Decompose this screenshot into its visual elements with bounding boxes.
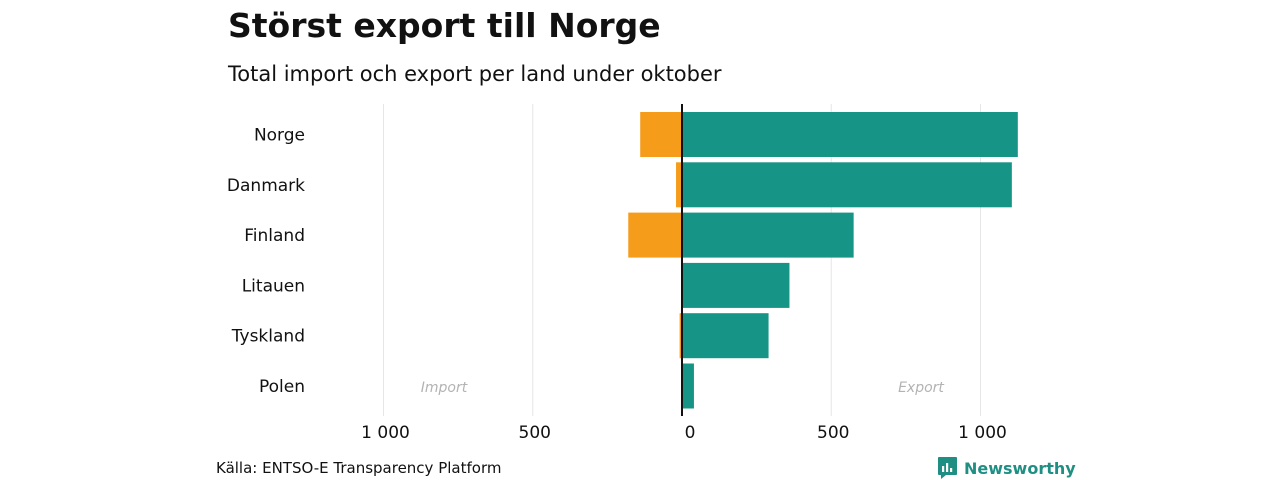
annotation-label: Export bbox=[898, 380, 944, 396]
import-bar bbox=[679, 313, 682, 359]
x-tick-label: 1 000 bbox=[361, 423, 410, 443]
bars bbox=[628, 104, 1018, 416]
x-tick-label: 0 bbox=[685, 423, 696, 443]
annotation-label: Import bbox=[421, 380, 468, 396]
x-tick-label: 1 000 bbox=[958, 423, 1007, 443]
import-bar bbox=[640, 112, 682, 157]
x-tick-labels: 1 000 500 0 500 1 000 bbox=[361, 423, 1007, 443]
category-label: Tyskland bbox=[231, 327, 305, 347]
annotations: Import Export bbox=[421, 380, 945, 396]
import-bar bbox=[628, 212, 682, 258]
category-label: Norge bbox=[254, 126, 305, 146]
export-bar bbox=[682, 162, 1012, 208]
brand-name: Newsworthy bbox=[964, 458, 1076, 478]
export-bar bbox=[682, 262, 790, 308]
chart-subtitle: Total import och export per land under o… bbox=[228, 62, 722, 86]
export-bar bbox=[682, 212, 854, 258]
source-note: Källa: ENTSO-E Transparency Platform bbox=[216, 459, 502, 477]
category-labels: Norge Danmark Finland Litauen Tyskland Polen bbox=[227, 126, 305, 398]
category-label: Finland bbox=[244, 226, 305, 246]
import-bar bbox=[676, 162, 682, 208]
x-tick-label: 500 bbox=[519, 423, 551, 443]
export-bar bbox=[682, 363, 694, 409]
category-label: Polen bbox=[259, 377, 305, 397]
category-label: Litauen bbox=[242, 276, 305, 296]
category-label: Danmark bbox=[227, 176, 305, 196]
x-tick-label: 500 bbox=[817, 423, 849, 443]
newsworthy-logo-icon bbox=[938, 457, 957, 479]
brand[interactable]: Newsworthy bbox=[937, 456, 1076, 480]
export-bar bbox=[682, 112, 1018, 157]
chart-title: Störst export till Norge bbox=[228, 6, 661, 45]
export-bar bbox=[682, 313, 769, 359]
